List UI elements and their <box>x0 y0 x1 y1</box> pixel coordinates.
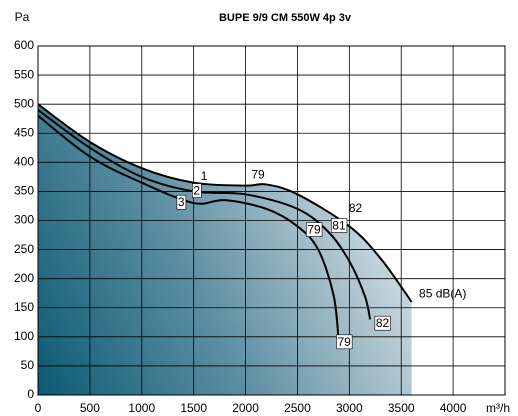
fan-curve <box>37 109 372 320</box>
annotation: 79 <box>337 335 351 349</box>
y-tick-label: 550 <box>14 67 34 81</box>
y-tick-label: 600 <box>14 38 34 52</box>
y-tick-label: 350 <box>14 184 34 198</box>
label-box <box>336 334 353 350</box>
x-tick-label: 1500 <box>180 401 207 415</box>
y-tick-label: 400 <box>14 155 34 169</box>
label-box <box>176 194 187 210</box>
x-axis-label: m³/h <box>486 401 510 415</box>
annotation: 81 <box>332 218 346 232</box>
y-tick-label: 200 <box>14 271 34 285</box>
y-tick-label: 50 <box>21 358 35 372</box>
annotation: 85 dB(A) <box>419 287 466 301</box>
x-tick-label: 1000 <box>128 401 155 415</box>
label-box <box>330 218 348 233</box>
annotation: 79 <box>307 223 321 237</box>
x-tick-label: 3000 <box>336 401 363 415</box>
y-axis-label: Pa <box>15 10 30 24</box>
y-tick-label: 300 <box>14 213 34 227</box>
chart-title: BUPE 9/9 CM 550W 4p 3v <box>219 12 352 24</box>
fan-curve <box>37 115 340 346</box>
annotation: 2 <box>193 184 200 198</box>
x-tick-label: 500 <box>80 401 100 415</box>
x-tick-label: 4000 <box>440 401 467 415</box>
fan-curve <box>37 103 413 303</box>
y-tick-label: 0 <box>27 387 34 401</box>
plot-frame <box>37 45 506 396</box>
annotation: 1 <box>201 169 208 183</box>
x-tick-label: 2500 <box>284 401 311 415</box>
y-tick-label: 250 <box>14 242 34 256</box>
y-tick-label: 500 <box>14 96 34 110</box>
label-box <box>192 183 202 198</box>
annotation: 82 <box>376 316 390 330</box>
y-tick-label: 100 <box>14 329 34 343</box>
annotation: 82 <box>349 201 363 215</box>
x-tick-label: 0 <box>35 401 42 415</box>
label-box <box>374 315 391 331</box>
y-tick-label: 150 <box>14 300 34 314</box>
x-tick-label: 3500 <box>388 401 415 415</box>
label-box <box>306 222 323 237</box>
x-tick-label: 2000 <box>232 401 259 415</box>
y-tick-label: 450 <box>14 125 34 139</box>
annotation: 79 <box>251 167 265 181</box>
annotation: 3 <box>178 195 185 209</box>
